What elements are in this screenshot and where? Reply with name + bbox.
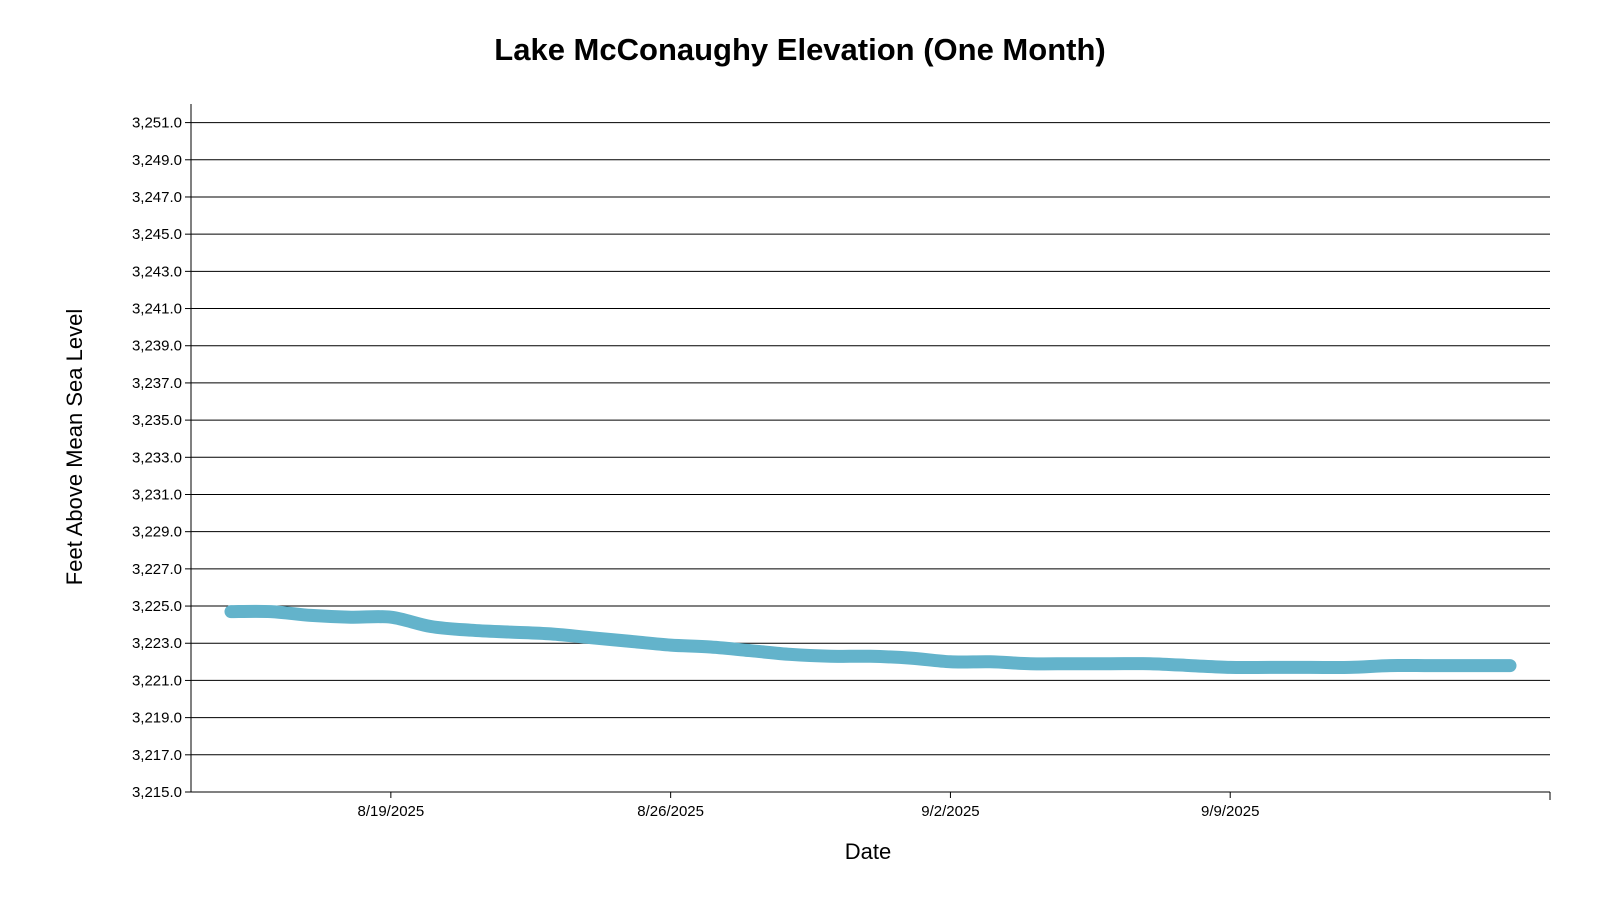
y-axis-label: Feet Above Mean Sea Level	[62, 309, 87, 585]
y-tick-label: 3,229.0	[132, 524, 182, 541]
y-tick-label: 3,227.0	[132, 561, 182, 578]
y-tick-label: 3,247.0	[132, 189, 182, 206]
y-tick-label: 3,237.0	[132, 375, 182, 392]
y-tick-label: 3,243.0	[132, 263, 182, 280]
x-axis-label: Date	[845, 839, 891, 864]
y-tick-label: 3,219.0	[132, 710, 182, 727]
x-tick-label: 9/9/2025	[1201, 803, 1259, 820]
x-axis-ticks: 8/19/2025 8/26/2025 9/2/2025 9/9/2025	[357, 792, 1259, 820]
y-tick-label: 3,233.0	[132, 449, 182, 466]
gridlines	[191, 122, 1550, 756]
y-tick-label: 3,231.0	[132, 486, 182, 503]
y-tick-label: 3,223.0	[132, 635, 182, 652]
y-tick-label: 3,225.0	[132, 598, 182, 615]
x-tick-label: 9/2/2025	[921, 803, 979, 820]
y-tick-label: 3,249.0	[132, 152, 182, 169]
axes	[190, 104, 1551, 800]
y-tick-label: 3,239.0	[132, 338, 182, 355]
y-tick-label: 3,235.0	[132, 412, 182, 429]
elevation-series-line	[224, 604, 1517, 675]
y-tick-label: 3,241.0	[132, 301, 182, 318]
y-tick-label: 3,217.0	[132, 747, 182, 764]
x-tick-label: 8/19/2025	[357, 803, 424, 820]
y-tick-label: 3,221.0	[132, 672, 182, 689]
series-lines	[224, 604, 1517, 675]
chart-title: Lake McConaughy Elevation (One Month)	[494, 32, 1105, 67]
y-tick-label: 3,245.0	[132, 226, 182, 243]
y-tick-label: 3,251.0	[132, 115, 182, 132]
y-axis-ticks: 3,215.0 3,217.0 3,219.0 3,221.0 3,223.0 3,225…	[132, 115, 191, 801]
x-tick-label: 8/26/2025	[637, 803, 704, 820]
y-tick-label: 3,215.0	[132, 784, 182, 801]
